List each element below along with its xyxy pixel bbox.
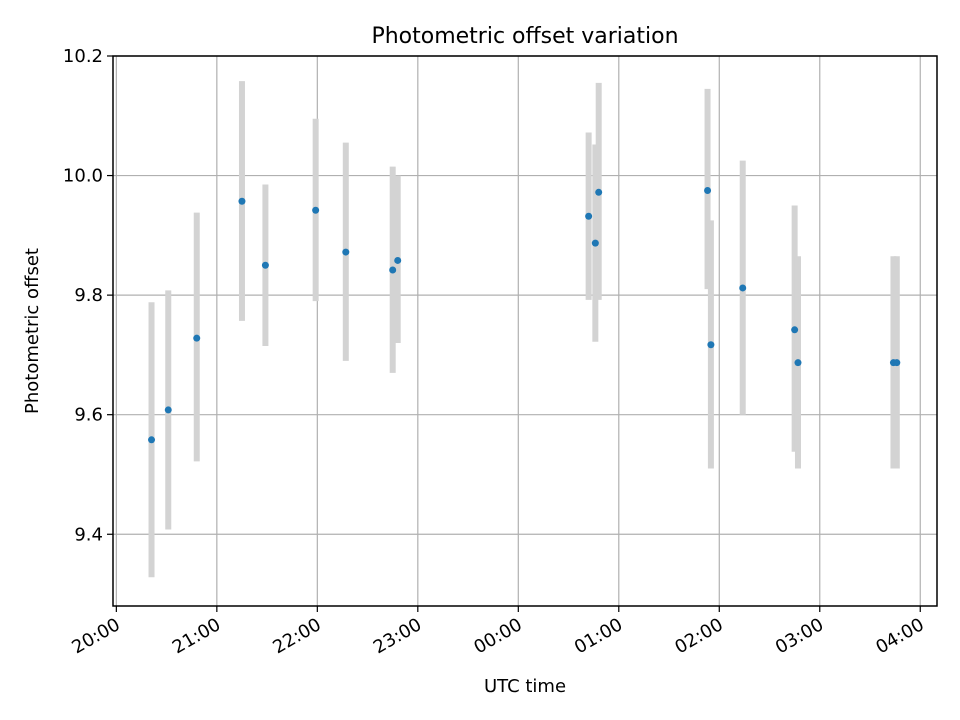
data-point [794,359,802,367]
data-point [261,261,269,269]
data-point [389,266,397,274]
data-point [164,406,172,414]
data-points [148,187,901,444]
data-point [312,206,320,214]
data-point [585,212,593,220]
y-tick-label: 10.0 [63,166,103,187]
y-tick-label: 9.6 [74,405,103,426]
data-point [893,359,901,367]
data-point [739,284,747,292]
data-point [148,436,156,444]
data-point [707,341,715,349]
y-tick-label: 10.2 [63,46,103,67]
data-point [238,197,246,205]
data-point [342,248,350,256]
x-axis-label: UTC time [484,676,566,697]
data-point [791,326,799,334]
data-point [595,188,603,196]
y-tick-label: 9.8 [74,285,103,306]
data-point [394,256,402,264]
y-axis-label: Photometric offset [22,248,43,414]
data-point [591,239,599,247]
y-tick-label: 9.4 [74,524,103,545]
plot-frame [112,55,938,607]
data-point [704,187,712,195]
data-point [193,334,201,342]
chart-title: Photometric offset variation [371,24,678,49]
